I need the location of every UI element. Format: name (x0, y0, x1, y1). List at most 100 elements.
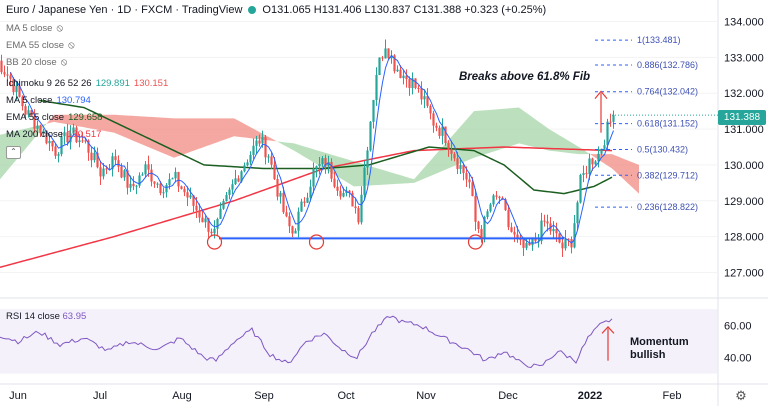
ichimoku-cloud (246, 124, 249, 139)
candle-body (15, 85, 18, 93)
candle-body (423, 96, 426, 100)
ichimoku-cloud (180, 118, 183, 156)
candle-body (3, 72, 6, 75)
ichimoku-cloud (537, 120, 540, 149)
ichimoku-cloud (417, 172, 420, 182)
ichimoku-cloud (255, 129, 258, 140)
candle-body (168, 179, 171, 185)
candle-body (96, 152, 99, 168)
legend-ema55-hidden[interactable]: EMA 55 close ⦸ (6, 40, 75, 51)
ma200-line (0, 146, 613, 269)
candle-body (150, 169, 153, 182)
candle-body (66, 132, 69, 143)
candle-body (237, 178, 240, 182)
ichimoku-cloud (444, 141, 447, 171)
ichimoku-cloud (297, 144, 300, 155)
candle-body (240, 171, 243, 182)
ichimoku-cloud (399, 174, 402, 184)
legend-bb-hidden[interactable]: BB 20 close ⦸ (6, 57, 68, 68)
ichimoku-cloud (495, 109, 498, 152)
candle-body (471, 182, 474, 197)
ichimoku-cloud (30, 126, 33, 144)
candle-body (591, 158, 594, 165)
candle-body (102, 168, 105, 177)
candle-body (360, 194, 363, 223)
legend-ma5-hidden[interactable]: MA 5 close ⦸ (6, 23, 63, 34)
ichimoku-cloud (468, 114, 471, 161)
price-tick-label: 132.000 (724, 88, 764, 100)
ichimoku-cloud (234, 118, 237, 137)
ichimoku-cloud (171, 118, 174, 158)
collapse-legend-button[interactable]: ⌃ (6, 146, 21, 159)
ichimoku-cloud (189, 118, 192, 153)
candle-body (507, 210, 510, 228)
market-open-icon (248, 6, 257, 14)
candle-body (474, 196, 477, 222)
fib-label: 0.886(132.786) (637, 60, 698, 70)
candle-body (129, 183, 132, 188)
candle-body (606, 121, 609, 146)
candle-body (513, 231, 516, 235)
candle-body (573, 223, 576, 248)
candle-body (228, 189, 231, 195)
legend-ichimoku[interactable]: Ichimoku 9 26 52 26 129.891 130.151 (6, 78, 169, 89)
ichimoku-cloud (309, 147, 312, 162)
candle-body (435, 125, 438, 128)
candle-body (534, 238, 537, 242)
candle-body (399, 69, 402, 79)
candle-body (249, 154, 252, 163)
ichimoku-cloud (66, 114, 69, 125)
ichimoku-cloud (633, 162, 636, 191)
candle-body (51, 141, 54, 147)
rsi-legend[interactable]: RSI 14 close 63.95 (6, 311, 87, 322)
eye-off-icon: ⦸ (60, 57, 68, 68)
ichimoku-cloud (282, 141, 285, 146)
candle-body (18, 85, 21, 97)
candle-body (258, 140, 261, 144)
candle-body (207, 218, 210, 232)
candle-body (432, 113, 435, 126)
candle-body (309, 186, 312, 198)
ichimoku-cloud (99, 114, 102, 131)
candle-body (543, 220, 546, 222)
legend-ma200[interactable]: MA 200 close 130.517 (6, 129, 102, 140)
candle-body (465, 173, 468, 180)
candle-body (462, 165, 465, 174)
time-tick-label: Jul (93, 390, 107, 402)
bullish-arrow-head (594, 90, 608, 99)
candle-body (48, 141, 51, 144)
candle-body (156, 183, 159, 185)
ichimoku-cloud (288, 142, 291, 149)
candle-body (540, 220, 543, 242)
candle-body (600, 148, 603, 154)
ichimoku-cloud (198, 118, 201, 150)
candle-body (201, 217, 204, 223)
settings-gear-icon[interactable]: ⚙ (735, 389, 747, 404)
ichimoku-cloud (636, 163, 639, 194)
candle-body (363, 167, 366, 195)
ichimoku-cloud (72, 114, 75, 126)
candle-body (366, 150, 369, 168)
ichimoku-cloud (3, 133, 6, 176)
candle-body (354, 206, 357, 209)
ichimoku-cloud (78, 114, 81, 127)
candle-body (39, 125, 42, 134)
candle-body (339, 190, 342, 197)
ichimoku-cloud (366, 164, 369, 186)
ichimoku-cloud (474, 110, 477, 158)
ichimoku-cloud (54, 114, 57, 123)
symbol-title[interactable]: Euro / Japanese Yen · 1D · FXCM · Tradin… (6, 4, 243, 16)
candle-body (486, 211, 489, 218)
candle-body (54, 146, 57, 156)
ichimoku-cloud (69, 114, 72, 126)
legend-ma5[interactable]: MA 5 close 130.794 (6, 95, 91, 106)
ichimoku-cloud (132, 115, 135, 142)
ichimoku-cloud (483, 110, 486, 155)
candle-body (24, 106, 27, 115)
candle-body (396, 69, 399, 72)
legend-ema55[interactable]: EMA 55 close 129.658 (6, 112, 103, 123)
ichimoku-cloud (396, 173, 399, 184)
time-tick-label: 2022 (578, 390, 602, 402)
candle-body (579, 174, 582, 203)
